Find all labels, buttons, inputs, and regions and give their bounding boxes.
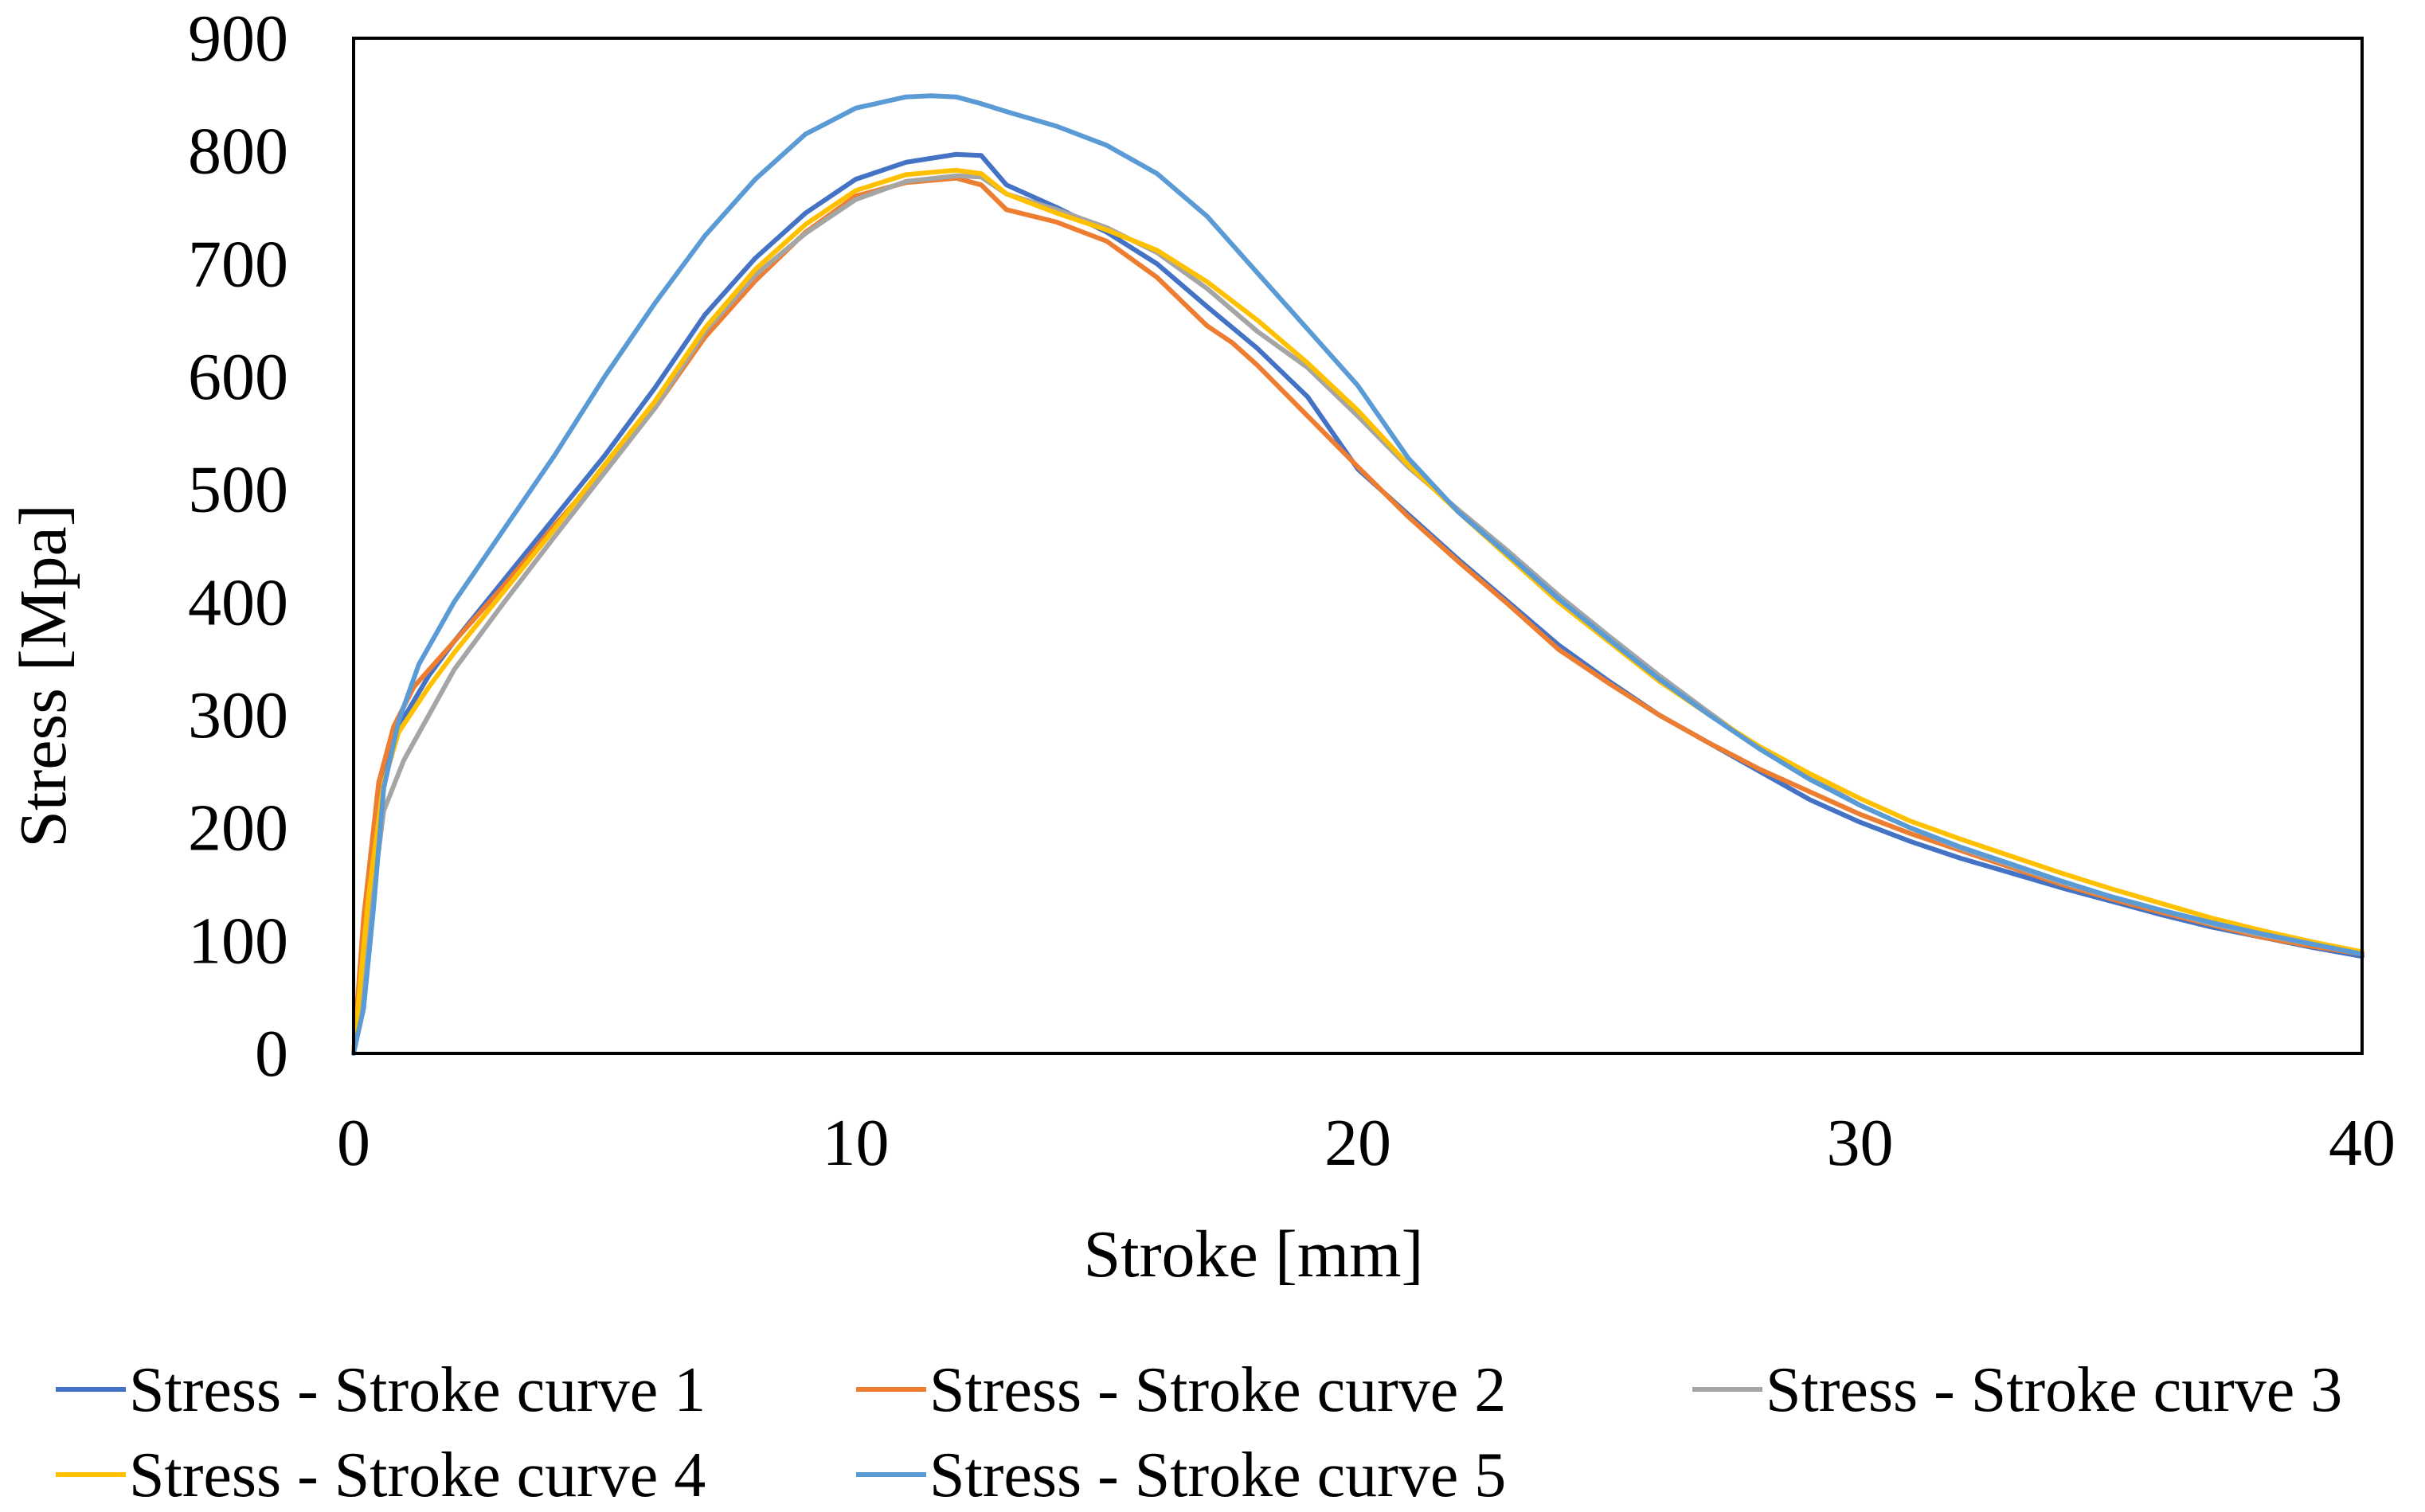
y-tick-label: 100 [188, 904, 288, 978]
y-tick-label: 600 [188, 340, 288, 414]
legend-label-curve-1: Stress - Stroke curve 1 [129, 1355, 706, 1425]
y-tick-label: 900 [188, 2, 288, 76]
y-axis-title: Stress [Mpa] [6, 504, 80, 848]
y-axis-ticks: 0 100 200 300 400 500 600 700 800 900 [188, 2, 288, 1091]
x-tick-label: 30 [1827, 1106, 1894, 1180]
series-line-curve-5 [351, 93, 2364, 1056]
y-tick-label: 0 [255, 1017, 288, 1091]
y-tick-label: 200 [188, 791, 288, 865]
legend-label-curve-5: Stress - Stroke curve 5 [929, 1440, 1506, 1510]
legend: Stress - Stroke curve 1 Stress - Stroke c… [56, 1355, 2342, 1510]
x-axis-title: Stroke [mm] [1084, 1217, 1424, 1291]
legend-label-curve-4: Stress - Stroke curve 4 [129, 1440, 706, 1510]
x-tick-label: 40 [2329, 1106, 2396, 1180]
y-tick-label: 500 [188, 453, 288, 527]
x-tick-label: 20 [1324, 1106, 1391, 1180]
y-tick-label: 400 [188, 565, 288, 639]
series-line-curve-1 [351, 151, 2364, 1056]
x-tick-label: 10 [823, 1106, 890, 1180]
y-tick-label: 300 [188, 678, 288, 752]
legend-label-curve-2: Stress - Stroke curve 2 [929, 1355, 1506, 1425]
x-tick-label: 0 [337, 1106, 370, 1180]
legend-label-curve-3: Stress - Stroke curve 3 [1766, 1355, 2342, 1425]
y-tick-label: 700 [188, 227, 288, 301]
plot-area-frame [352, 37, 2364, 1055]
y-tick-label: 800 [188, 115, 288, 189]
series-line-curve-4 [351, 167, 2364, 1056]
x-axis-ticks: 0 10 20 30 40 [337, 1106, 2396, 1180]
series-layer [351, 93, 2364, 1056]
